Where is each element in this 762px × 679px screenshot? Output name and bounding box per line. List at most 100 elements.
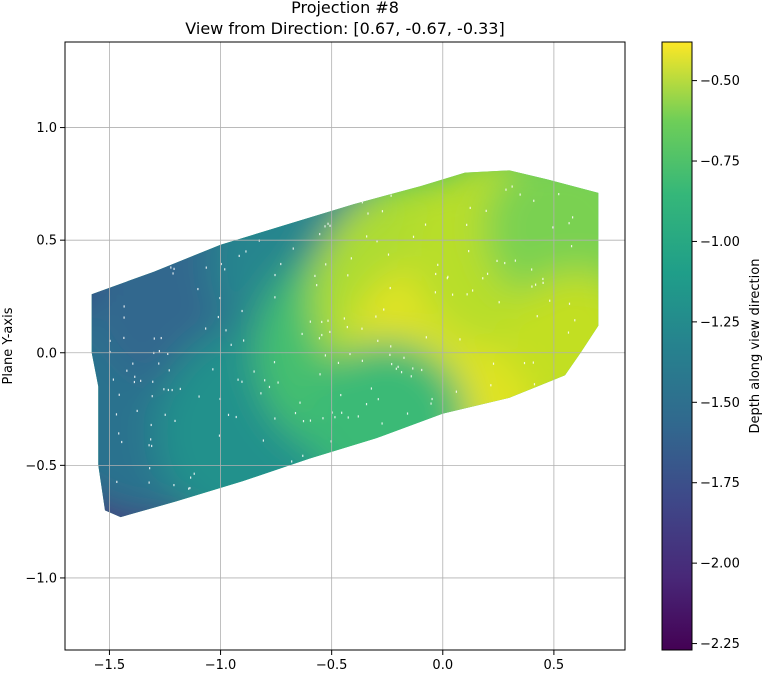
point-gap-speck [274, 417, 276, 420]
point-gap-speck [377, 339, 379, 342]
point-gap-speck [274, 296, 276, 299]
point-gap-speck [212, 368, 214, 371]
point-gap-speck [523, 361, 526, 365]
point-gap-speck [400, 371, 403, 374]
point-gap-speck [361, 201, 363, 204]
point-gap-speck [151, 395, 153, 398]
point-gap-speck [225, 329, 227, 332]
point-gap-speck [123, 336, 125, 339]
point-gap-speck [253, 370, 255, 373]
point-gap-speck [219, 296, 221, 300]
point-gap-speck [220, 262, 222, 266]
point-gap-speck [260, 392, 262, 395]
x-tick-label: −1.5 [94, 658, 126, 673]
point-gap-speck [116, 480, 118, 483]
point-gap-speck [535, 283, 537, 286]
point-gap-speck [558, 193, 560, 196]
point-gap-speck [390, 194, 392, 197]
point-gap-speck [294, 411, 297, 415]
point-gap-speck [486, 272, 489, 275]
point-gap-speck [519, 193, 521, 196]
point-gap-speck [536, 315, 538, 318]
point-gap-speck [350, 257, 352, 260]
point-gap-speck [262, 439, 264, 442]
point-gap-speck [381, 210, 384, 213]
point-gap-speck [179, 387, 181, 391]
point-gap-speck [469, 206, 471, 210]
point-gap-speck [387, 253, 390, 256]
point-gap-speck [347, 274, 349, 277]
point-gap-speck [574, 319, 576, 322]
point-gap-speck [421, 368, 423, 372]
plot-frame [64, 41, 626, 651]
point-gap-speck [112, 378, 114, 381]
point-gap-speck [158, 350, 160, 353]
point-gap-speck [134, 375, 136, 378]
point-gap-speck [198, 395, 200, 398]
x-tick-label: 0.0 [432, 658, 453, 673]
point-gap-speck [492, 362, 495, 365]
y-tick-label: 0.0 [36, 346, 57, 361]
point-gap-speck [123, 316, 125, 319]
point-gap-speck [309, 320, 311, 323]
point-gap-speck [435, 272, 437, 276]
point-gap-speck [152, 380, 154, 383]
point-gap-speck [406, 412, 409, 415]
point-gap-speck [542, 277, 544, 281]
point-gap-speck [341, 411, 343, 414]
point-gap-speck [151, 444, 153, 448]
point-gap-speck [498, 301, 500, 304]
point-gap-speck [361, 359, 363, 362]
point-gap-speck [219, 397, 221, 401]
point-gap-speck [158, 362, 160, 365]
depth-shading-blob [506, 271, 599, 412]
colorbar [661, 41, 693, 651]
point-gap-speck [346, 325, 348, 329]
point-gap-speck [126, 369, 128, 372]
point-gap-speck [533, 199, 535, 202]
point-gap-speck [412, 235, 415, 238]
point-gap-speck [357, 415, 359, 418]
point-gap-speck [381, 422, 383, 425]
point-gap-speck [532, 361, 534, 364]
point-gap-speck [193, 472, 195, 475]
point-gap-speck [273, 361, 276, 364]
point-gap-speck [347, 416, 349, 419]
point-gap-speck [468, 250, 470, 253]
point-gap-speck [322, 417, 324, 420]
point-gap-speck [514, 259, 516, 262]
point-gap-speck [301, 332, 303, 336]
point-gap-speck [292, 247, 294, 250]
point-gap-speck [542, 281, 544, 284]
point-gap-speck [167, 388, 169, 392]
point-gap-speck [140, 379, 142, 382]
point-gap-speck [376, 240, 378, 243]
point-gap-speck [163, 388, 165, 391]
colorbar-tick-label: −0.75 [700, 155, 740, 170]
point-gap-speck [173, 483, 175, 487]
point-gap-speck [412, 367, 414, 370]
colorbar-tick-label: −1.75 [700, 476, 740, 491]
point-gap-speck [466, 223, 468, 226]
point-gap-speck [150, 423, 152, 427]
point-gap-speck [570, 245, 573, 248]
colorbar-tick-label: −1.00 [700, 235, 740, 250]
point-gap-speck [485, 209, 487, 212]
point-gap-speck [366, 235, 368, 238]
point-gap-speck [447, 275, 449, 278]
point-gap-speck [446, 277, 448, 280]
y-tick-label: −0.5 [25, 459, 57, 474]
point-gap-speck [243, 339, 245, 342]
point-gap-speck [153, 337, 155, 340]
colorbar-tick-label: −0.50 [700, 74, 740, 89]
point-gap-speck [115, 413, 118, 416]
point-gap-speck [430, 402, 432, 405]
point-gap-speck [324, 225, 326, 228]
chart-subtitle: View from Direction: [0.67, -0.67, -0.33… [185, 19, 504, 38]
point-gap-speck [168, 369, 170, 372]
point-gap-speck [531, 285, 533, 288]
point-gap-speck [318, 337, 321, 340]
point-gap-speck [217, 315, 219, 319]
point-gap-speck [361, 327, 363, 330]
point-gap-speck [172, 272, 174, 275]
